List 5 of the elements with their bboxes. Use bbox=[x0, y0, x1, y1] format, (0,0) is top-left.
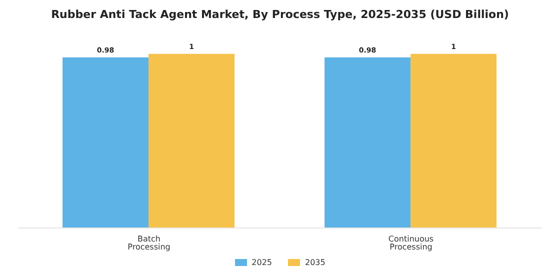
x-tick-label: Batch Processing bbox=[128, 234, 170, 252]
legend-label: 2025 bbox=[252, 258, 272, 267]
chart-title: Rubber Anti Tack Agent Market, By Process Type, 2025-2035 (USD Billion) bbox=[50, 8, 510, 23]
legend-label: 2035 bbox=[305, 258, 326, 267]
x-tick-label: Continuous Processing bbox=[388, 234, 434, 252]
